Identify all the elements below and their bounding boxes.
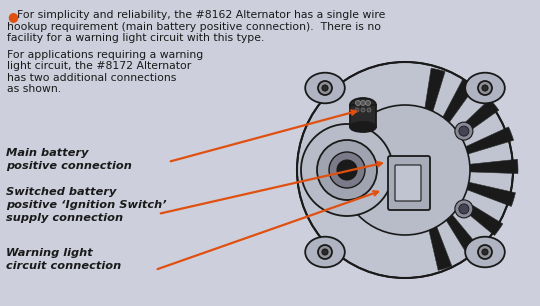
Circle shape	[297, 62, 513, 278]
Circle shape	[322, 249, 328, 255]
Ellipse shape	[305, 73, 345, 103]
Text: Warning light: Warning light	[6, 248, 93, 258]
Text: supply connection: supply connection	[6, 213, 123, 223]
Wedge shape	[415, 170, 481, 258]
Circle shape	[367, 108, 371, 112]
FancyBboxPatch shape	[350, 105, 376, 127]
Ellipse shape	[465, 73, 505, 103]
Ellipse shape	[350, 98, 376, 112]
Circle shape	[301, 124, 393, 216]
Circle shape	[482, 249, 488, 255]
Wedge shape	[415, 99, 499, 170]
Wedge shape	[415, 170, 503, 236]
Text: Switched battery: Switched battery	[6, 187, 117, 197]
Circle shape	[478, 81, 492, 95]
Wedge shape	[415, 127, 514, 170]
Circle shape	[455, 122, 473, 140]
Circle shape	[317, 140, 377, 200]
Circle shape	[318, 245, 332, 259]
Text: has two additional connections: has two additional connections	[7, 73, 177, 83]
Circle shape	[355, 100, 361, 106]
Text: ●: ●	[7, 10, 18, 23]
FancyBboxPatch shape	[395, 165, 421, 201]
Text: Main battery: Main battery	[6, 148, 89, 158]
Text: as shown.: as shown.	[7, 84, 61, 94]
Circle shape	[366, 100, 370, 106]
Wedge shape	[415, 79, 475, 170]
Circle shape	[322, 85, 328, 91]
Circle shape	[340, 105, 470, 235]
Circle shape	[318, 81, 332, 95]
Circle shape	[355, 108, 359, 112]
Circle shape	[329, 152, 365, 188]
Circle shape	[455, 200, 473, 218]
Text: For applications requiring a warning: For applications requiring a warning	[7, 50, 203, 59]
FancyBboxPatch shape	[388, 156, 430, 210]
Wedge shape	[415, 170, 452, 271]
Text: circuit connection: circuit connection	[6, 261, 122, 271]
Ellipse shape	[465, 237, 505, 267]
Text: For simplicity and reliability, the #8162 Alternator has a single wire: For simplicity and reliability, the #816…	[17, 10, 386, 20]
Circle shape	[337, 160, 357, 180]
Text: positive ‘Ignition Switch’: positive ‘Ignition Switch’	[6, 200, 167, 210]
Circle shape	[459, 204, 469, 214]
Text: facility for a warning light circuit with this type.: facility for a warning light circuit wit…	[7, 33, 265, 43]
Wedge shape	[415, 159, 518, 174]
Text: light circuit, the #8172 Alternator: light circuit, the #8172 Alternator	[7, 61, 191, 71]
Circle shape	[482, 85, 488, 91]
Circle shape	[459, 126, 469, 136]
Text: hookup requirement (main battery positive connection).  There is no: hookup requirement (main battery positiv…	[7, 21, 381, 32]
Ellipse shape	[350, 122, 376, 132]
Circle shape	[478, 245, 492, 259]
Circle shape	[361, 100, 366, 106]
Wedge shape	[415, 170, 516, 207]
Wedge shape	[415, 68, 445, 170]
Ellipse shape	[305, 237, 345, 267]
Text: positive connection: positive connection	[6, 161, 132, 171]
Circle shape	[361, 108, 365, 112]
